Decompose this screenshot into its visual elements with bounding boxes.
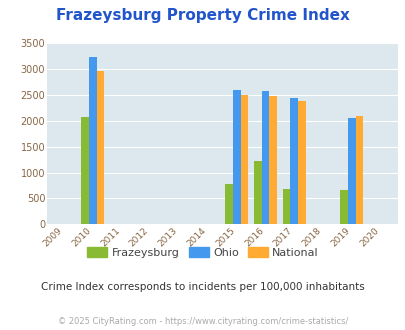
Legend: Frazeysburg, Ohio, National: Frazeysburg, Ohio, National [85, 245, 320, 260]
Bar [89, 57, 96, 224]
Bar [96, 71, 104, 224]
Bar [261, 91, 269, 224]
Bar [347, 118, 355, 224]
Bar [224, 184, 232, 224]
Text: Crime Index corresponds to incidents per 100,000 inhabitants: Crime Index corresponds to incidents per… [41, 282, 364, 292]
Bar [355, 116, 362, 224]
Bar [253, 161, 261, 224]
Bar [240, 95, 248, 224]
Bar [339, 190, 347, 224]
Bar [282, 189, 290, 224]
Bar [81, 116, 89, 224]
Text: Frazeysburg Property Crime Index: Frazeysburg Property Crime Index [56, 8, 349, 23]
Text: © 2025 CityRating.com - https://www.cityrating.com/crime-statistics/: © 2025 CityRating.com - https://www.city… [58, 317, 347, 326]
Bar [297, 102, 305, 224]
Bar [269, 96, 277, 224]
Bar [232, 89, 240, 224]
Bar [290, 98, 297, 224]
